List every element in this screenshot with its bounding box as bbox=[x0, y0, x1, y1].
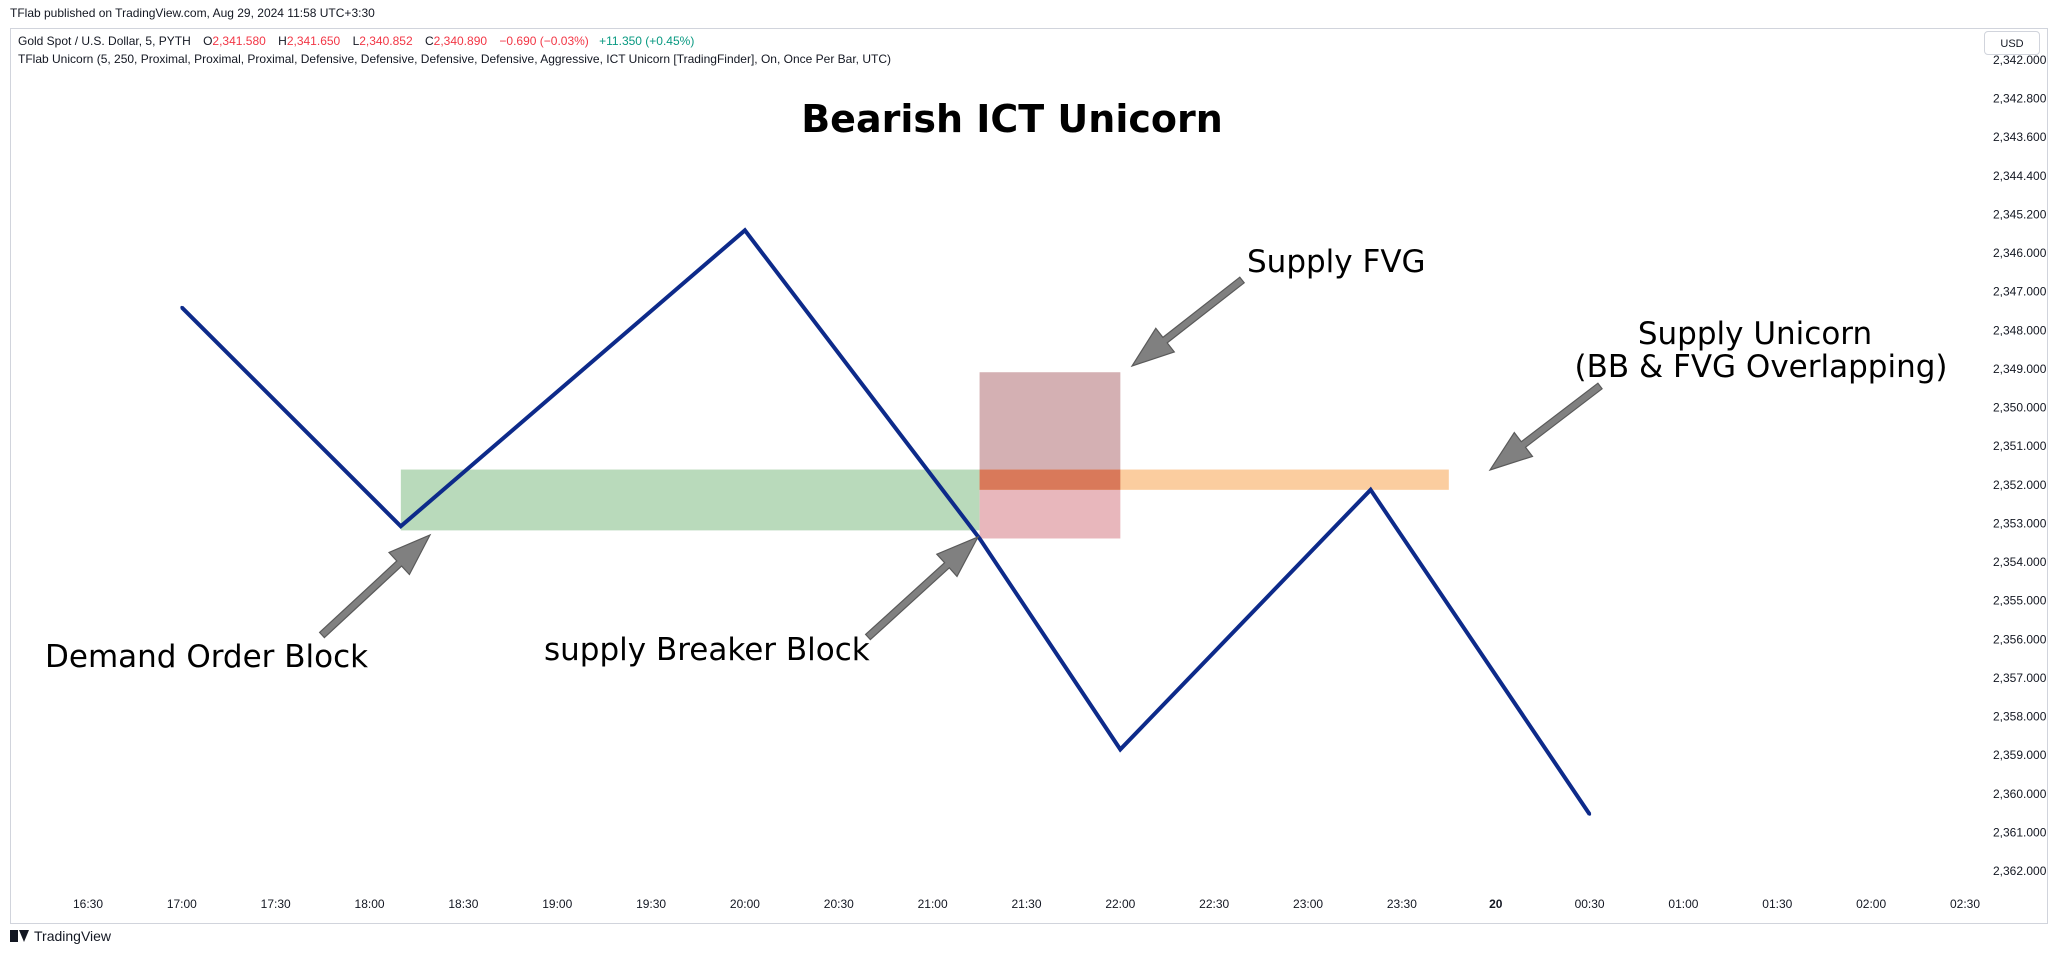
x-tick-label: 02:30 bbox=[1950, 897, 1980, 911]
tradingview-footer[interactable]: TradingView bbox=[10, 928, 111, 944]
y-tick-label: 2,343.600 bbox=[1993, 130, 2047, 144]
annotation-demand-order-block: Demand Order Block bbox=[45, 639, 368, 675]
currency-button[interactable]: USD bbox=[1984, 31, 2040, 55]
annotation-bb-fvg-overlapping: (BB & FVG Overlapping) bbox=[1575, 349, 1948, 385]
price-point bbox=[1369, 488, 1373, 492]
x-tick-label: 02:00 bbox=[1856, 897, 1886, 911]
high-value: 2,341.650 bbox=[286, 34, 341, 48]
x-tick-label: 16:30 bbox=[73, 897, 103, 911]
price-point bbox=[1118, 747, 1122, 751]
tradingview-brand: TradingView bbox=[34, 928, 112, 944]
y-tick-label: 2,350.000 bbox=[1993, 401, 2047, 415]
zone-overlap bbox=[979, 469, 1121, 490]
chart-title: Bearish ICT Unicorn bbox=[801, 97, 1223, 141]
annotation-supply-breaker-block: supply Breaker Block bbox=[544, 632, 870, 668]
high-label: H bbox=[278, 34, 287, 48]
y-tick-label: 2,353.000 bbox=[1993, 516, 2047, 530]
arrow-supply-breaker-block bbox=[864, 535, 980, 641]
price-point bbox=[978, 536, 982, 540]
x-tick-label: 22:30 bbox=[1199, 897, 1229, 911]
price-point bbox=[180, 305, 184, 309]
y-tick-label: 2,361.000 bbox=[1993, 825, 2047, 839]
close-label: C bbox=[424, 34, 434, 48]
close-value: 2,340.890 bbox=[433, 34, 488, 48]
y-tick-label: 2,345.200 bbox=[1993, 207, 2047, 221]
published-header: TFlab published on TradingView.com, Aug … bbox=[10, 6, 375, 20]
y-tick-label: 2,351.000 bbox=[1993, 439, 2047, 453]
zone-supply-fvg bbox=[979, 372, 1121, 470]
x-tick-label: 21:00 bbox=[918, 897, 948, 911]
y-tick-label: 2,354.000 bbox=[1993, 555, 2047, 569]
y-tick-label: 2,357.000 bbox=[1993, 671, 2047, 685]
y-tick-label: 2,342.000 bbox=[1993, 53, 2047, 67]
low-label: L bbox=[352, 34, 360, 48]
x-tick-label: 18:00 bbox=[355, 897, 385, 911]
arrow-demand-order-block bbox=[318, 533, 432, 639]
x-tick-label: 17:00 bbox=[167, 897, 197, 911]
arrows-layer bbox=[318, 276, 1603, 641]
zone-demand-order-block bbox=[400, 469, 980, 531]
y-tick-label: 2,358.000 bbox=[1993, 710, 2047, 724]
x-tick-label: 23:30 bbox=[1387, 897, 1417, 911]
x-axis: 16:30 17:00 17:30 18:00 18:30 19:00 19:30 20:00… bbox=[73, 897, 1980, 911]
y-tick-label: 2,348.000 bbox=[1993, 323, 2047, 337]
symbol-name[interactable]: Gold Spot / U.S. Dollar, 5, PYTH bbox=[18, 34, 191, 48]
annotation-supply-unicorn: Supply Unicorn bbox=[1638, 316, 1872, 352]
annotation-supply-fvg: Supply FVG bbox=[1247, 244, 1426, 280]
y-tick-label: 2,344.400 bbox=[1993, 169, 2047, 183]
arrow-supply-fvg bbox=[1130, 276, 1246, 368]
y-tick-label: 2,342.800 bbox=[1993, 92, 2047, 106]
price-point bbox=[743, 228, 747, 232]
x-tick-label: 18:30 bbox=[448, 897, 478, 911]
x-tick-label: 01:00 bbox=[1668, 897, 1698, 911]
x-tick-label: 20:00 bbox=[730, 897, 760, 911]
x-tick-label: 20 bbox=[1489, 897, 1503, 911]
y-tick-label: 2,352.000 bbox=[1993, 478, 2047, 492]
y-tick-label: 2,346.000 bbox=[1993, 246, 2047, 260]
y-tick-label: 2,359.000 bbox=[1993, 748, 2047, 762]
price-point bbox=[1588, 812, 1592, 816]
chart-frame bbox=[10, 28, 2048, 924]
y-tick-label: 2,362.000 bbox=[1993, 864, 2047, 878]
price-change-session: +11.350 (+0.45%) bbox=[599, 34, 695, 48]
x-tick-label: 21:30 bbox=[1011, 897, 1041, 911]
indicator-legend[interactable]: TFlab Unicorn (5, 250, Proximal, Proxima… bbox=[18, 52, 891, 66]
y-tick-label: 2,355.000 bbox=[1993, 594, 2047, 608]
x-tick-label: 00:30 bbox=[1575, 897, 1605, 911]
x-tick-label: 17:30 bbox=[261, 897, 291, 911]
y-axis: 2,342.000 2,342.800 2,343.600 2,344.400 2,34… bbox=[1993, 53, 2047, 878]
y-tick-label: 2,347.000 bbox=[1993, 285, 2047, 299]
price-line-layer bbox=[180, 227, 1592, 816]
x-tick-label: 01:30 bbox=[1762, 897, 1792, 911]
x-tick-label: 19:30 bbox=[636, 897, 666, 911]
x-tick-label: 19:00 bbox=[542, 897, 572, 911]
low-value: 2,340.852 bbox=[359, 34, 413, 48]
symbol-legend: Gold Spot / U.S. Dollar, 5, PYTH O2,341.… bbox=[18, 34, 697, 48]
x-tick-label: 22:00 bbox=[1105, 897, 1135, 911]
y-tick-label: 2,349.000 bbox=[1993, 362, 2047, 376]
tradingview-logo-icon bbox=[10, 930, 29, 942]
x-tick-label: 23:00 bbox=[1293, 897, 1323, 911]
open-label: O bbox=[203, 34, 213, 48]
price-point bbox=[399, 524, 403, 528]
x-tick-label: 20:30 bbox=[824, 897, 854, 911]
open-value: 2,341.580 bbox=[212, 34, 266, 48]
arrow-supply-unicorn bbox=[1488, 382, 1603, 472]
y-tick-label: 2,356.000 bbox=[1993, 632, 2047, 646]
zones-layer bbox=[400, 372, 1449, 539]
price-change: −0.690 (−0.03%) bbox=[499, 34, 589, 48]
y-tick-label: 2,360.000 bbox=[1993, 787, 2047, 801]
